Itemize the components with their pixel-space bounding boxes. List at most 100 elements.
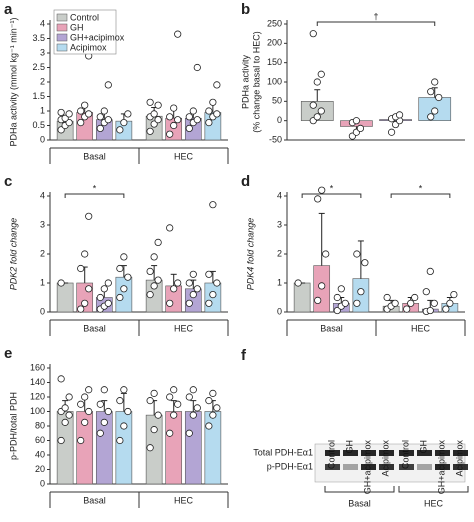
bar bbox=[352, 278, 370, 313]
legend-label: Control bbox=[70, 12, 99, 22]
group-label: HEC bbox=[174, 323, 194, 333]
y-tick-label: 4 bbox=[40, 190, 45, 200]
data-point bbox=[116, 264, 124, 273]
data-point bbox=[403, 305, 411, 313]
data-point bbox=[185, 299, 193, 307]
data-point bbox=[146, 397, 154, 405]
blot-band bbox=[453, 450, 468, 456]
data-point bbox=[189, 411, 197, 419]
data-point bbox=[170, 104, 178, 112]
data-point bbox=[81, 393, 89, 401]
data-point bbox=[124, 407, 132, 416]
y-axis-label: PDHa activity (mmol kg⁻¹ min⁻¹) bbox=[8, 17, 18, 146]
data-point bbox=[427, 113, 435, 121]
significance-bracket bbox=[390, 193, 451, 198]
y-tick-label: 200 bbox=[267, 38, 282, 48]
data-point bbox=[146, 98, 154, 106]
data-point bbox=[314, 195, 322, 203]
legend-label: GH+acipimox bbox=[70, 32, 125, 42]
data-point bbox=[353, 299, 361, 307]
data-point bbox=[407, 299, 415, 307]
significance-label: * bbox=[93, 183, 97, 193]
data-point bbox=[57, 436, 65, 445]
data-point bbox=[294, 279, 302, 287]
data-point bbox=[85, 407, 93, 416]
lane-label: GH bbox=[418, 440, 428, 454]
data-point bbox=[411, 293, 419, 302]
data-point bbox=[174, 279, 182, 287]
data-point bbox=[154, 411, 162, 419]
y-tick-label: 4 bbox=[40, 18, 45, 28]
blot-band bbox=[379, 450, 394, 456]
data-point bbox=[205, 397, 213, 405]
y-tick-label: 160 bbox=[30, 362, 45, 372]
data-point bbox=[450, 291, 458, 299]
lane-label: GH bbox=[344, 440, 354, 454]
data-point bbox=[189, 107, 197, 115]
y-tick-label: 2 bbox=[40, 76, 45, 86]
lane-label: Acipimox bbox=[380, 440, 390, 477]
data-point bbox=[81, 418, 89, 426]
data-point bbox=[387, 128, 396, 136]
data-point bbox=[104, 299, 112, 307]
data-point bbox=[146, 267, 154, 276]
data-point bbox=[422, 288, 430, 296]
data-point bbox=[193, 116, 201, 124]
data-point bbox=[209, 389, 217, 397]
group-label: Basal bbox=[320, 323, 343, 333]
data-point bbox=[333, 306, 341, 315]
panel-letter: f bbox=[241, 347, 247, 364]
group-bracket bbox=[398, 486, 469, 493]
y-tick-label: -50 bbox=[269, 134, 282, 144]
data-point bbox=[85, 212, 93, 220]
data-point bbox=[317, 107, 325, 115]
y-tick-label: 3.5 bbox=[32, 33, 45, 43]
data-point bbox=[213, 404, 221, 412]
data-point bbox=[427, 88, 435, 96]
legend-label: Acipimox bbox=[70, 42, 107, 52]
data-point bbox=[100, 285, 108, 293]
y-tick-label: 20 bbox=[35, 464, 45, 474]
data-point bbox=[209, 201, 217, 209]
data-point bbox=[57, 279, 65, 287]
data-point bbox=[174, 30, 182, 38]
data-point bbox=[337, 285, 345, 293]
data-point bbox=[318, 282, 326, 290]
y-tick-label: 80 bbox=[35, 420, 45, 430]
data-point bbox=[322, 250, 330, 258]
lane-label: Acipimox bbox=[454, 440, 464, 477]
data-point bbox=[57, 375, 65, 383]
data-point bbox=[146, 444, 154, 452]
y-tick-label: 2.5 bbox=[32, 62, 45, 72]
data-point bbox=[391, 299, 399, 307]
data-point bbox=[213, 110, 221, 118]
data-point bbox=[96, 293, 104, 302]
data-point bbox=[174, 116, 182, 124]
data-point bbox=[124, 273, 132, 281]
legend-swatch bbox=[56, 23, 68, 32]
blot-band bbox=[343, 464, 358, 470]
bar bbox=[184, 411, 202, 485]
data-point bbox=[65, 411, 73, 419]
group-label: HEC bbox=[174, 495, 194, 505]
significance-bracket bbox=[64, 193, 125, 198]
y-tick-label: 0 bbox=[40, 134, 45, 144]
data-point bbox=[313, 78, 321, 86]
blot-band bbox=[361, 450, 376, 456]
data-point bbox=[61, 418, 69, 426]
significance-bracket bbox=[301, 193, 362, 198]
blot-band bbox=[453, 464, 468, 470]
group-label: HEC bbox=[174, 151, 194, 161]
significance-bracket bbox=[316, 21, 436, 26]
y-tick-label: 0.5 bbox=[32, 120, 45, 130]
y-tick-label: 2 bbox=[277, 248, 282, 258]
blot-band bbox=[361, 464, 376, 470]
data-point bbox=[154, 101, 162, 109]
data-point bbox=[170, 121, 178, 130]
y-axis-label: (% change basal to HEC) bbox=[251, 31, 261, 133]
data-point bbox=[150, 426, 158, 434]
blot-band bbox=[417, 464, 432, 470]
data-point bbox=[146, 127, 154, 135]
data-point bbox=[205, 299, 213, 307]
significance-label: † bbox=[373, 11, 378, 21]
